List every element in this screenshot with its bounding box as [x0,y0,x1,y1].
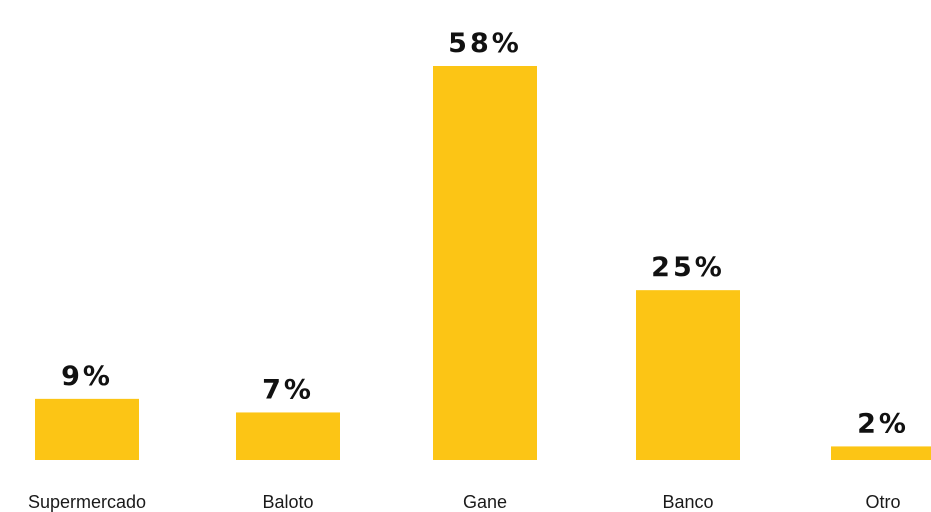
bars-group [35,66,931,460]
category-label-gane: Gane [463,492,507,512]
bar-gane [433,66,537,460]
category-label-otro: Otro [865,492,900,512]
category-label-banco: Banco [662,492,713,512]
value-label-otro: 2% [857,408,909,439]
value-label-supermercado: 9% [61,361,113,392]
bar-supermercado [35,398,139,460]
category-label-baloto: Baloto [262,492,313,512]
bar-baloto [236,412,340,460]
category-labels-group: Supermercado Baloto Gane Banco Otro [28,492,901,512]
value-labels-group: 9% 7% 58% 25% 2% [61,28,909,439]
bar-otro [831,446,931,460]
value-label-banco: 25% [651,252,725,283]
bar-banco [636,290,740,460]
value-label-gane: 58% [448,28,522,59]
category-label-supermercado: Supermercado [28,492,146,512]
value-label-baloto: 7% [262,374,314,405]
